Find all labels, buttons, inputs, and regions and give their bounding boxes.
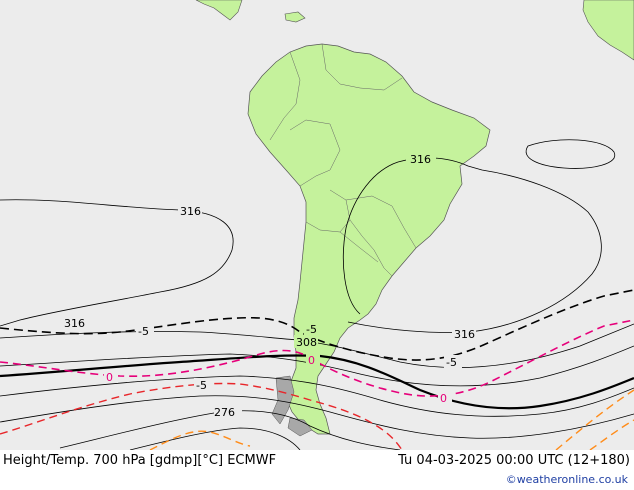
- valid-time: Tu 04-03-2025 00:00 UTC (12+180): [398, 453, 630, 468]
- height-contour-bold: [0, 354, 634, 410]
- label-height-308: 308: [296, 336, 317, 349]
- label-height-316-se: 316: [454, 328, 475, 341]
- label-temp-minus5-andes: -5: [306, 323, 317, 336]
- label-height-316-brazil: 316: [410, 153, 431, 166]
- label-temp-zero-andes: 0: [308, 354, 315, 367]
- chile-islands: [287, 417, 313, 437]
- tierra-del-fuego: [271, 375, 295, 425]
- temp-contour-plus10-west: [149, 430, 251, 450]
- label-temp-minus5-west: -5: [138, 325, 149, 338]
- height-contour-284: [0, 395, 634, 439]
- height-contour-316-ocean: [525, 139, 616, 169]
- height-contour-276: [59, 410, 401, 450]
- label-temp-zero-west: 0: [106, 371, 113, 384]
- label-height-276: 276: [214, 406, 235, 419]
- height-contour-292: [0, 375, 634, 417]
- map-canvas: 316 316 316 316 308 276 -5 -5 -5 -5 0 0 …: [0, 0, 634, 450]
- map-title: Height/Temp. 700 hPa [gdmp][°C] ECMWF: [3, 453, 277, 468]
- height-contour-316-west: [0, 199, 234, 327]
- temp-contour-minus5: [0, 289, 634, 361]
- height-contour-300: [0, 345, 634, 387]
- label-temp-zero-east: 0: [440, 392, 447, 405]
- africa-landmass: [582, 0, 634, 61]
- caribbean-island: [284, 11, 306, 23]
- central-america-landmass: [195, 0, 243, 21]
- temp-contour-plus10-corner: [589, 419, 634, 450]
- label-height-316-sw: 316: [64, 317, 85, 330]
- label-height-316-west: 316: [180, 205, 201, 218]
- label-temp-minus5-east: -5: [446, 356, 457, 369]
- credit-link[interactable]: ©weatheronline.co.uk: [505, 473, 628, 486]
- country-borders: [269, 43, 417, 277]
- height-contour-268: [129, 427, 301, 450]
- label-temp-minus5-sw: -5: [196, 379, 207, 392]
- temp-contour-plus5: [0, 382, 403, 450]
